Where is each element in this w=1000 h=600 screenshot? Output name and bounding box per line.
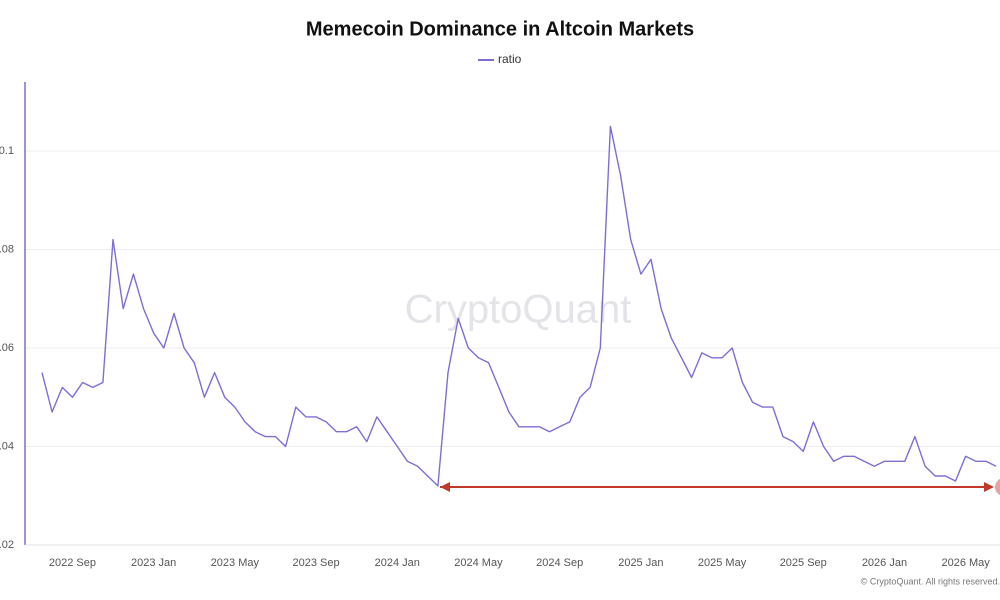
- arrow-head: [440, 482, 450, 492]
- marker: [995, 478, 1000, 496]
- x-tick-label: 2025 May: [698, 557, 747, 569]
- line: [41, 125, 997, 487]
- x-tick-label: 2023 Sep: [292, 557, 339, 569]
- x-tick-label: 2024 May: [454, 557, 503, 569]
- y-tick-label: 0.02: [0, 539, 14, 551]
- x-tick-label: 2025 Sep: [780, 557, 827, 569]
- x-tick-label: 2024 Sep: [536, 557, 583, 569]
- x-tick-label: 2024 Jan: [375, 557, 420, 569]
- x-tick-label: 2026 May: [941, 557, 990, 569]
- y-tick-label: 0.1: [0, 145, 14, 157]
- x-tick-label: 2023 May: [211, 557, 260, 569]
- y-tick-label: 0.08: [0, 243, 14, 255]
- chart-title: Memecoin Dominance in Altcoin Markets: [306, 18, 694, 40]
- watermark: CryptoQuant: [405, 288, 632, 332]
- x-tick-label: 2026 Jan: [862, 557, 907, 569]
- arrow-head: [984, 482, 994, 492]
- x-tick-label: 2022 Sep: [49, 557, 96, 569]
- y-tick-label: 0.06: [0, 342, 14, 354]
- y-tick-label: 0.04: [0, 440, 14, 452]
- x-tick-label: 2023 Jan: [131, 557, 176, 569]
- footer: © CryptoQuant. All rights reserved.: [861, 576, 1000, 586]
- legend-label: ratio: [498, 52, 522, 66]
- x-tick-label: 2025 Jan: [618, 557, 663, 569]
